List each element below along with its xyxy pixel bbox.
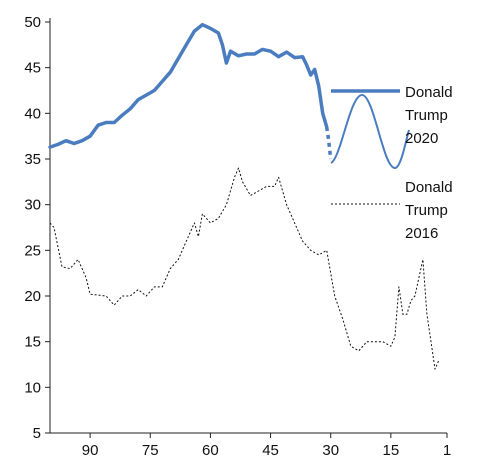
y-tick-label: 20 [24,288,41,305]
y-tick-label: 50 [24,14,41,31]
y-tick-label: 5 [33,425,41,442]
y-axis-ticks: 5 10 15 20 25 30 35 40 45 50 [24,14,50,442]
y-tick-label: 25 [24,242,41,259]
y-tick-label: 45 [24,60,41,77]
y-tick-label: 35 [24,151,41,168]
x-tick-label: 75 [142,442,159,459]
x-tick-label: 60 [202,442,219,459]
x-tick-label: 90 [82,442,99,459]
y-tick-label: 10 [24,379,41,396]
chart-axes [49,18,447,434]
y-tick-label: 15 [24,334,41,351]
legend-label-line: Donald [405,84,453,101]
legend-label-line: 2020 [405,130,438,147]
legend-label-line: 2016 [405,225,438,242]
x-tick-label: 45 [262,442,279,459]
legend-label-line: Donald [405,179,453,196]
legend-label-line: Trump [405,202,448,219]
series-line-2 [49,167,440,370]
series-line-0 [48,22,329,149]
x-axis-ticks: 90 75 60 45 30 15 1 [82,433,451,459]
series-line-1 [324,126,333,160]
legend-label-line: Trump [405,107,448,124]
y-tick-label: 30 [24,197,41,214]
x-tick-label: 1 [443,442,451,459]
x-tick-label: 30 [322,442,339,459]
legend: Donald Trump 2020 Donald Trump 2016 [330,84,453,242]
x-tick-label: 15 [383,442,400,459]
legend-wave-2020 [330,93,410,170]
series-layer [48,22,440,370]
y-tick-label: 40 [24,105,41,122]
